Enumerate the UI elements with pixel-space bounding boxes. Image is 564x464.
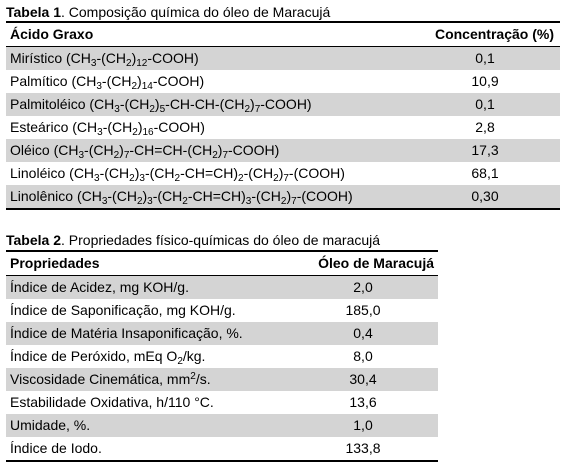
table1-caption-label: Tabela 1 (6, 4, 61, 20)
property-value: 13,6 (349, 394, 377, 410)
fatty-acid-concentration: 10,9 (471, 73, 499, 89)
fatty-acid-row: Oléico (CH3-(CH2)7-CH=CH-(CH2)7-COOH) 17,… (6, 139, 560, 162)
properties-table: Propriedades Óleo de Maracujá Índice de … (6, 250, 438, 462)
fatty-acid-name: Oléico (CH3-(CH2)7-CH=CH-(CH2)7-COOH) (6, 139, 410, 162)
fatty-acid-name: Palmítico (CH3-(CH2)14-COOH) (10, 73, 205, 92)
fatty-acid-row: Palmítico (CH3-(CH2)14-COOH) 10,9 (6, 70, 560, 93)
property-value: 8,0 (353, 348, 373, 364)
property-label: Umidade, %. (6, 414, 288, 437)
fatty-acid-name: Esteárico (CH3-(CH2)16-COOH) (10, 119, 205, 138)
fatty-acid-name: Mirístico (CH3-(CH2)12-COOH) (6, 46, 410, 70)
fatty-acid-row: Linolênico (CH3-(CH2)3-(CH2-CH=CH)3-(CH2… (6, 185, 560, 210)
table2-caption-label: Tabela 2 (6, 232, 61, 248)
property-value: 30,4 (288, 368, 438, 391)
property-value: 2,0 (288, 275, 438, 299)
property-row: Viscosidade Cinemática, mm2/s. 30,4 (6, 368, 438, 391)
header-oleo-de-maracuja: Óleo de Maracujá (288, 250, 438, 276)
fatty-acid-name: Linoléico (CH3-(CH2)3-(CH2-CH=CH)2-(CH2)… (10, 165, 345, 184)
property-label: Índice de Peróxido, mEq O2/kg. (10, 348, 206, 367)
property-value: 0,4 (288, 322, 438, 345)
property-value: 1,0 (288, 414, 438, 437)
fatty-acid-concentration: 17,3 (410, 139, 560, 162)
header-propriedades: Propriedades (6, 250, 288, 276)
property-label: Índice de Saponificação, mg KOH/g. (10, 302, 236, 318)
fatty-acid-name: Palmitoléico (CH3-(CH2)5-CH-CH-(CH2)7-CO… (6, 93, 410, 116)
property-row: Índice de Iodo. 133,8 (6, 437, 438, 462)
property-label: Índice de Matéria Insaponificação, %. (6, 322, 288, 345)
property-label: Estabilidade Oxidativa, h/110 °C. (10, 394, 214, 410)
property-value: 133,8 (288, 437, 438, 462)
table2-caption: Tabela 2. Propriedades físico-químicas d… (6, 232, 380, 248)
fatty-acid-table: Ácido Graxo Concentração (%) Mirístico (… (6, 21, 560, 210)
property-row: Índice de Saponificação, mg KOH/g. 185,0 (6, 299, 438, 322)
table2-header-row: Propriedades Óleo de Maracujá (6, 250, 438, 276)
fatty-acid-concentration: 0,1 (410, 93, 560, 116)
header-concentracao: Concentração (%) (410, 21, 560, 47)
table1-caption: Tabela 1. Composição química do óleo de … (6, 4, 330, 20)
fatty-acid-concentration: 2,8 (475, 119, 495, 135)
fatty-acid-concentration: 68,1 (471, 165, 499, 181)
property-row: Índice de Acidez, mg KOH/g. 2,0 (6, 275, 438, 299)
property-row: Umidade, %. 1,0 (6, 414, 438, 437)
property-row: Índice de Matéria Insaponificação, %. 0,4 (6, 322, 438, 345)
property-label: Viscosidade Cinemática, mm2/s. (6, 368, 288, 391)
fatty-acid-concentration: 0,1 (410, 46, 560, 70)
property-label: Índice de Iodo. (6, 437, 288, 462)
property-row: Estabilidade Oxidativa, h/110 °C. 13,6 (6, 391, 438, 414)
table2-caption-text: . Propriedades físico-químicas do óleo d… (61, 232, 381, 248)
fatty-acid-row: Esteárico (CH3-(CH2)16-COOH) 2,8 (6, 116, 560, 139)
fatty-acid-row: Mirístico (CH3-(CH2)12-COOH) 0,1 (6, 46, 560, 70)
table1-caption-text: . Composição química do óleo de Maracujá (61, 4, 331, 20)
fatty-acid-row: Palmitoléico (CH3-(CH2)5-CH-CH-(CH2)7-CO… (6, 93, 560, 116)
header-acido-graxo: Ácido Graxo (6, 21, 410, 47)
fatty-acid-name: Linolênico (CH3-(CH2)3-(CH2-CH=CH)3-(CH2… (6, 185, 410, 210)
table1-header-row: Ácido Graxo Concentração (%) (6, 21, 560, 47)
property-value: 185,0 (345, 302, 381, 318)
fatty-acid-row: Linoléico (CH3-(CH2)3-(CH2-CH=CH)2-(CH2)… (6, 162, 560, 185)
fatty-acid-concentration: 0,30 (410, 185, 560, 210)
property-row: Índice de Peróxido, mEq O2/kg. 8,0 (6, 345, 438, 368)
property-label: Índice de Acidez, mg KOH/g. (6, 275, 288, 299)
